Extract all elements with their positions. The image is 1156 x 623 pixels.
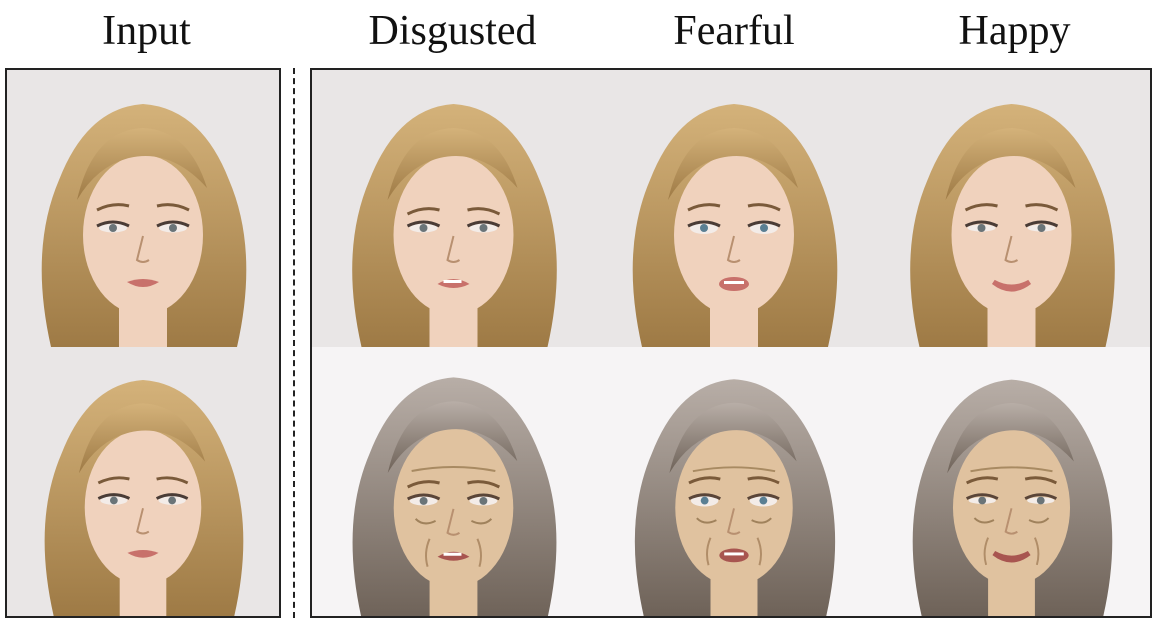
header-happy: Happy (958, 8, 1071, 54)
face-image-disgusted-old (312, 347, 595, 616)
input-panel (5, 68, 281, 618)
face-image-fearful-young (595, 70, 873, 347)
header-disgusted: Disgusted (368, 8, 537, 54)
face-image-fearful-old (595, 347, 873, 616)
dash-dot-separator (293, 68, 295, 618)
header-input: Input (102, 8, 191, 54)
header-fearful: Fearful (673, 8, 795, 54)
face-image-input-top (7, 70, 279, 347)
face-image-disgusted-young (312, 70, 595, 347)
face-image-happy-young (873, 70, 1150, 347)
face-image-happy-old (873, 347, 1150, 616)
output-panel (310, 68, 1152, 618)
face-image-input-bottom (7, 347, 279, 616)
